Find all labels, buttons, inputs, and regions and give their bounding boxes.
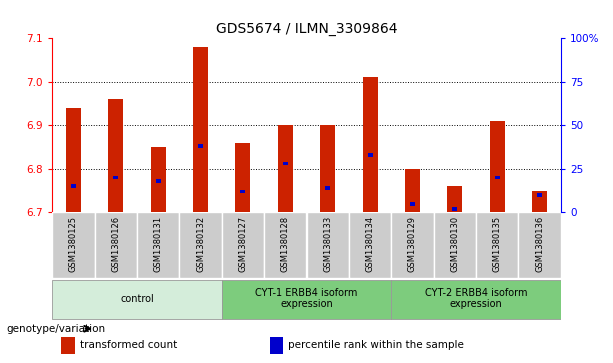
Bar	[193, 47, 208, 212]
Bar	[410, 202, 415, 205]
Text: GSM1380128: GSM1380128	[281, 216, 290, 272]
Text: genotype/variation: genotype/variation	[6, 324, 105, 334]
Bar	[452, 207, 457, 211]
Text: GSM1380135: GSM1380135	[493, 216, 502, 272]
Bar	[363, 77, 378, 212]
Bar	[325, 186, 330, 190]
Bar	[240, 189, 245, 193]
Bar	[306, 212, 349, 278]
Bar	[320, 125, 335, 212]
Text: control: control	[120, 294, 154, 303]
Bar	[61, 337, 75, 354]
Text: GSM1380129: GSM1380129	[408, 216, 417, 272]
Bar	[235, 143, 250, 212]
Text: GSM1380132: GSM1380132	[196, 216, 205, 272]
Bar	[349, 212, 391, 278]
Text: GSM1380134: GSM1380134	[365, 216, 375, 272]
Bar	[391, 212, 433, 278]
Text: GSM1380136: GSM1380136	[535, 216, 544, 272]
Bar	[198, 144, 203, 148]
Bar	[476, 212, 519, 278]
Text: GSM1380133: GSM1380133	[323, 216, 332, 272]
Bar	[434, 212, 476, 278]
Bar	[264, 212, 306, 278]
Bar	[70, 184, 76, 188]
Title: GDS5674 / ILMN_3309864: GDS5674 / ILMN_3309864	[216, 22, 397, 36]
Text: GSM1380125: GSM1380125	[69, 216, 78, 272]
Bar	[109, 99, 123, 212]
Bar	[179, 212, 222, 278]
Text: CYT-1 ERBB4 isoform
expression: CYT-1 ERBB4 isoform expression	[255, 288, 358, 309]
Bar	[94, 212, 137, 278]
Text: percentile rank within the sample: percentile rank within the sample	[288, 340, 464, 350]
Bar	[270, 337, 283, 354]
Bar	[222, 212, 264, 278]
Bar	[405, 169, 420, 212]
Bar	[490, 121, 504, 212]
Bar	[447, 186, 462, 212]
Bar	[368, 153, 373, 157]
Text: GSM1380126: GSM1380126	[111, 216, 120, 272]
Bar	[52, 280, 222, 319]
Bar	[532, 191, 547, 212]
Bar	[66, 108, 81, 212]
Bar	[278, 125, 293, 212]
Bar	[222, 280, 391, 319]
Bar	[495, 176, 500, 179]
Bar	[156, 179, 161, 183]
Text: GSM1380130: GSM1380130	[451, 216, 459, 272]
Bar	[151, 147, 166, 212]
Text: CYT-2 ERBB4 isoform
expression: CYT-2 ERBB4 isoform expression	[425, 288, 527, 309]
Bar	[137, 212, 180, 278]
Bar	[113, 176, 118, 179]
Text: transformed count: transformed count	[80, 340, 177, 350]
Bar	[283, 162, 288, 166]
Bar	[537, 193, 543, 197]
Text: GSM1380127: GSM1380127	[238, 216, 248, 272]
Bar	[519, 212, 561, 278]
Bar	[391, 280, 561, 319]
Bar	[52, 212, 94, 278]
Text: GSM1380131: GSM1380131	[154, 216, 162, 272]
